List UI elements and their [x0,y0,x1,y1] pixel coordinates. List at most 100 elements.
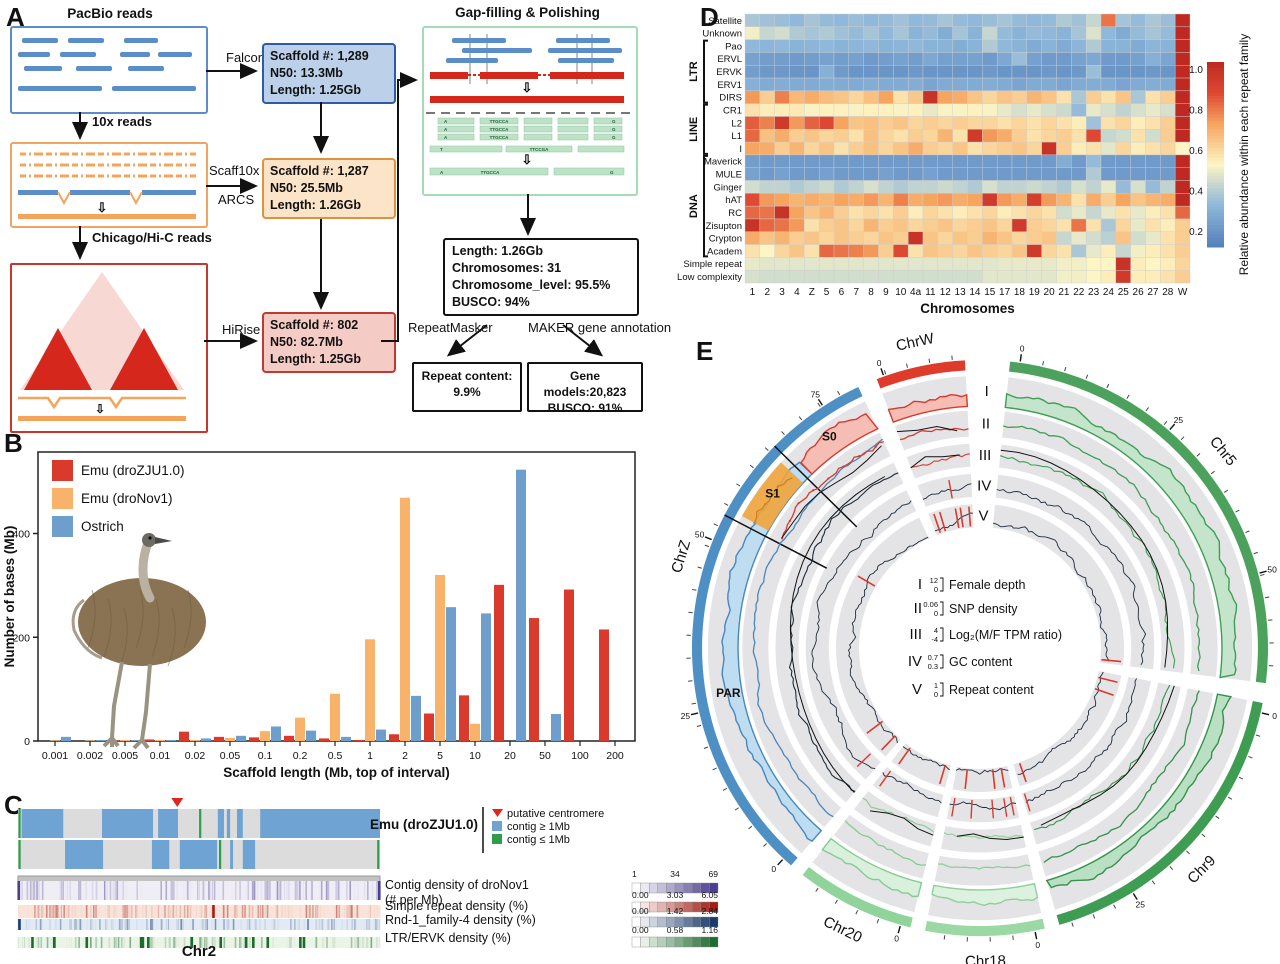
chart-legend: Emu (droZJU1.0) Emu (droNov1) Ostrich [52,460,185,537]
heatmap-row-label: Ginger [713,182,742,193]
bar [529,618,539,741]
panel-b-label: B [4,428,23,458]
svg-text:1.42: 1.42 [667,906,684,916]
circos-region-labels: S0 S1 PAR [716,430,837,700]
svg-text:A: A [444,135,448,140]
hirise-stats-box: Scaffold #: 802 N50: 82.7Mb Length: 1.25… [262,312,396,373]
heatmap-row-label: ERV1 [717,80,742,91]
gene-models-box: Gene models:20,823 BUSCO: 91% [527,362,643,415]
bar [96,739,106,741]
svg-text:G: G [612,119,616,124]
bar [225,737,235,741]
bar [85,740,95,741]
heatmap-col-label: 3 [779,287,785,298]
sector-tick-label: 50 [695,530,705,540]
bar [190,739,200,741]
heatmap-col-label: 22 [1073,287,1085,298]
stat-line: Scaffold #: 1,289 [270,49,369,63]
chromosomes-axis-label: Chromosomes [920,301,1015,316]
svg-text:TTGCCA: TTGCCA [490,135,509,140]
svg-text:contig ≥ 1Mb: contig ≥ 1Mb [507,821,570,833]
heatmap-col-label: 27 [1147,287,1159,298]
row-group-label: LINE [688,117,700,142]
legend-label: Female depth [949,578,1025,592]
heatmap-row-label: ERVK [716,67,742,78]
heatmap-col-label: Z [809,287,815,298]
bar [201,738,211,741]
stat-line: Length: 1.25Gb [270,352,361,366]
svg-text:A: A [440,170,444,175]
heatmap-row-label: L1 [731,131,742,142]
sector-tick-label: 50 [1267,565,1277,575]
svg-text:1: 1 [367,750,373,762]
svg-text:0.00: 0.00 [632,890,649,900]
bar [341,736,351,741]
legend-label: Log₂(M/F TPM ratio) [949,628,1062,642]
svg-text:0.001: 0.001 [42,750,68,762]
maker-label: MAKER gene annotation [528,320,672,335]
svg-text:TTGCCA: TTGCCA [490,119,509,124]
sector-name-label: ChrW [895,330,937,355]
bar [319,738,329,741]
heatmap-col-label: 21 [1058,287,1070,298]
circos-sector-ChrW: 0 ChrW [877,330,974,536]
bar [365,639,375,741]
heatmap-row-label: Simple repeat [683,259,742,270]
heatmap-row-label: DIRS [719,93,742,104]
svg-text:Emu (droNov1): Emu (droNov1) [81,491,173,506]
s1-label: S1 [765,486,780,500]
heatmap-col-label: 2 [764,287,770,298]
sector-tick-label: 0 [771,864,776,874]
tenx-label: 10x reads [92,114,152,129]
density-track-label: Rnd-1_family-4 density (%) [385,913,536,927]
svg-text:4: 4 [934,626,938,635]
pacbio-title: PacBio reads [67,6,153,21]
scaff10x-stats-box: Scaffold #: 1,287 N50: 25.5Mb Length: 1.… [262,158,396,219]
heatmap-col-label: 9 [883,287,889,298]
heatmap-row-label: Crypton [709,234,742,245]
repeat-content-box: Repeat content: 9.9% [412,362,522,412]
svg-text:Number of bases (Mb): Number of bases (Mb) [2,526,17,668]
heatmap-col-label: 11 [925,287,936,298]
sector-tick-label: 25 [1136,899,1146,909]
heatmap-row-label: Unknown [702,29,742,40]
bar-series [50,469,609,741]
stat-line: Length: 1.26Gb [452,244,543,258]
svg-text:50: 50 [539,750,551,762]
legend-numeral: III [909,626,922,643]
colorbar-tick: 1.0 [1189,65,1203,76]
bar [284,735,294,741]
tenx-reads-illustration: ⇩ [18,152,196,219]
heatmap-row-label: L2 [731,118,742,129]
bar [354,739,364,741]
svg-text:putative centromere: putative centromere [507,808,604,820]
heatmap-row-label: RC [728,208,742,219]
bar [389,734,399,741]
svg-text:2.84: 2.84 [701,906,718,916]
svg-text:0: 0 [934,609,938,618]
ring-numeral: I [985,383,989,400]
svg-text:0.1: 0.1 [258,750,273,762]
sector-name-label: Chr20 [820,913,864,946]
bar [446,607,456,741]
gap-filling-box [422,26,638,196]
stat-line: Length: 1.25Gb [270,83,361,97]
svg-text:0.00: 0.00 [632,925,649,935]
bar [400,497,410,741]
scaff10x-label: Scaff10x [209,163,260,178]
bar [144,739,154,741]
svg-text:A: A [444,119,448,124]
colorbar-tick: 0.4 [1189,187,1203,198]
heatmap-col-label: 23 [1088,287,1100,298]
bar [61,736,71,741]
circos-sector-Chr20: 0 Chr20 [802,743,951,946]
bar [236,735,246,741]
bar [516,469,526,741]
sector-name-label: ChrZ [668,538,694,575]
svg-text:-4: -4 [931,635,938,644]
s0-label: S0 [822,430,837,444]
bar [249,737,259,741]
heatmap-col-label: 10 [895,287,907,298]
